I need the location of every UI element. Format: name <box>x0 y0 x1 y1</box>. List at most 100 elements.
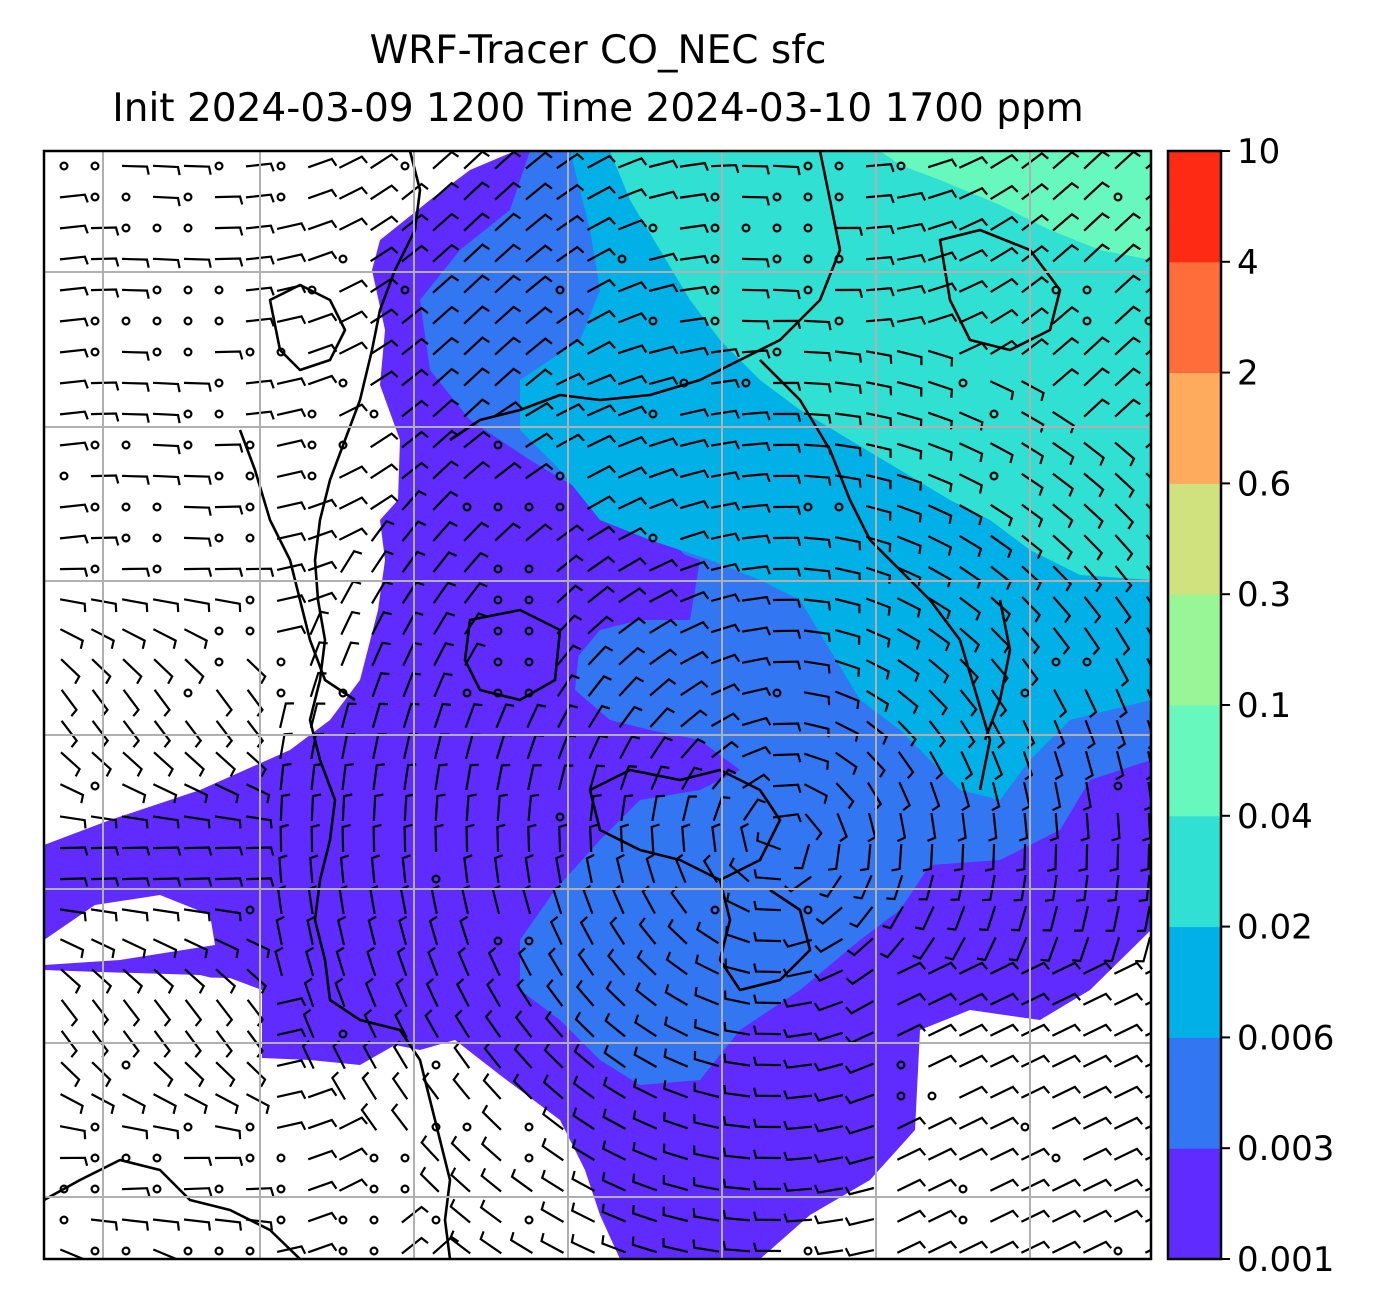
wind-barb <box>121 257 150 268</box>
wind-barb <box>1114 243 1141 263</box>
wind-barb <box>245 410 275 420</box>
wind-barb <box>896 349 923 366</box>
wind-barb <box>741 687 772 697</box>
wind-barb <box>679 560 710 572</box>
wind-barb <box>91 689 109 717</box>
wind-barb <box>370 277 399 294</box>
wind-barb <box>121 567 151 577</box>
wind-barb <box>245 567 275 577</box>
wind-barb <box>122 689 140 717</box>
wind-barb <box>555 433 585 448</box>
wind-barb <box>121 598 149 613</box>
wind-barb <box>245 783 271 804</box>
calm-wind-marker <box>555 471 565 481</box>
wind-barb <box>927 349 954 367</box>
wind-barb <box>634 1014 657 1038</box>
colorbar-band <box>1168 926 1221 1038</box>
wind-barb <box>1021 503 1044 528</box>
wind-barb <box>741 411 771 421</box>
wind-barb <box>432 212 460 232</box>
wind-barb <box>1052 627 1071 655</box>
calm-wind-marker <box>710 254 720 264</box>
wind-barb <box>679 408 710 418</box>
wind-barb <box>588 764 606 791</box>
calm-wind-marker <box>1020 1122 1030 1132</box>
wind-barb <box>90 381 120 391</box>
wind-barb <box>1010 905 1028 932</box>
wind-barb <box>927 313 958 324</box>
wind-barb <box>574 1011 595 1038</box>
wind-barb <box>648 437 679 448</box>
wind-barb <box>865 535 892 553</box>
wind-barb <box>152 1248 178 1259</box>
wind-barb <box>245 1187 275 1197</box>
wind-barb <box>152 938 178 959</box>
wind-barb <box>846 937 874 957</box>
wind-barb <box>865 412 892 427</box>
wind-barb <box>556 554 584 573</box>
wind-barb <box>1042 905 1059 932</box>
wind-barb <box>927 812 937 842</box>
wind-barb <box>865 350 893 365</box>
wind-barb <box>620 794 634 822</box>
wind-barb <box>571 1139 595 1161</box>
wind-barb <box>928 596 952 620</box>
wind-barb <box>432 274 460 294</box>
wind-barb <box>741 565 771 575</box>
wind-barb <box>463 336 490 356</box>
wind-barb <box>525 151 553 170</box>
wind-barb <box>121 938 147 959</box>
wind-barb <box>90 598 118 613</box>
wind-barb <box>245 1093 270 1115</box>
wind-barb <box>425 977 439 1008</box>
wind-barb <box>1083 472 1105 498</box>
wind-barb <box>586 309 616 324</box>
wind-barb <box>896 1147 927 1161</box>
wind-barb <box>694 986 720 1006</box>
wind-barb <box>989 1240 1020 1254</box>
calm-wind-marker <box>431 1215 441 1225</box>
wind-barb <box>121 381 150 392</box>
calm-wind-marker <box>710 192 720 202</box>
wind-barb <box>183 908 211 922</box>
wind-barb <box>341 793 353 822</box>
wind-barb <box>527 793 540 822</box>
wind-barb <box>648 588 678 603</box>
wind-barb <box>570 1233 596 1254</box>
colorbar-band <box>1168 483 1221 595</box>
wind-barb <box>525 244 553 263</box>
wind-barb <box>845 968 874 986</box>
wind-barb <box>601 1235 627 1254</box>
wind-barb <box>1021 658 1039 687</box>
wind-barb <box>615 853 625 884</box>
wind-barb <box>680 737 706 759</box>
wind-barb <box>813 1184 844 1194</box>
wind-barb <box>121 164 150 175</box>
wind-barb <box>1013 874 1027 902</box>
wind-barb <box>834 288 864 299</box>
calm-wind-marker <box>152 564 162 574</box>
calm-wind-marker <box>245 502 255 512</box>
wind-barb <box>1072 936 1090 963</box>
calm-wind-marker <box>462 1122 472 1132</box>
wind-barb <box>1082 1147 1113 1161</box>
wind-barb <box>370 432 399 449</box>
wind-barb <box>958 473 984 494</box>
wind-barb <box>401 182 429 201</box>
wind-barb <box>803 598 831 611</box>
wind-barb <box>723 1116 751 1129</box>
wind-barb <box>619 735 641 760</box>
calm-wind-marker <box>803 192 813 202</box>
wind-barb <box>307 219 338 231</box>
wind-barb <box>753 869 782 881</box>
wind-barb <box>710 593 741 603</box>
wind-barb <box>603 1044 626 1069</box>
wind-barb <box>424 1009 439 1039</box>
calm-wind-marker <box>400 1153 410 1163</box>
wind-barb <box>434 793 446 822</box>
wind-barb <box>742 798 766 821</box>
wind-barb <box>401 520 427 542</box>
wind-barb <box>276 470 307 480</box>
wind-barb <box>879 937 905 959</box>
wind-barb <box>582 884 594 915</box>
